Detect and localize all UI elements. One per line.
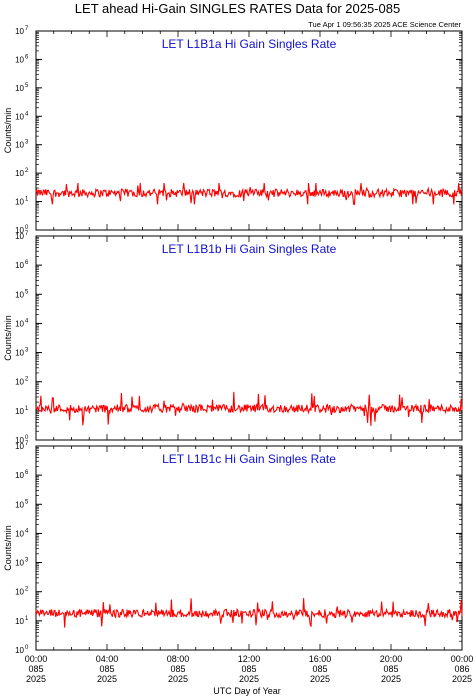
x-axis-label: UTC Day of Year xyxy=(213,686,281,696)
y-tick-label: 10 xyxy=(15,471,24,480)
y-tick-exponent: 2 xyxy=(25,587,29,593)
y-tick-exponent: 3 xyxy=(25,348,29,354)
x-tick-label: 08:00 xyxy=(167,654,190,664)
x-tick-label: 085 xyxy=(99,664,114,674)
plot-frame xyxy=(35,30,463,231)
y-tick-label: 10 xyxy=(15,198,24,207)
y-tick-label: 10 xyxy=(15,55,24,64)
y-tick-label: 10 xyxy=(15,378,24,387)
y-tick-label: 10 xyxy=(15,290,24,299)
y-tick-exponent: 7 xyxy=(25,441,29,447)
panel-title: LET L1B1c Hi Gain Singles Rate xyxy=(162,452,336,466)
series-line xyxy=(35,391,463,426)
x-tick-label: 2025 xyxy=(239,674,259,684)
panel-title: LET L1B1a Hi Gain Singles Rate xyxy=(162,37,337,51)
x-tick-label: 2025 xyxy=(168,674,188,684)
y-tick-exponent: 6 xyxy=(25,54,29,60)
y-tick-exponent: 1 xyxy=(25,197,29,203)
y-tick-label: 10 xyxy=(15,226,24,235)
y-tick-exponent: 3 xyxy=(25,558,29,564)
y-tick-label: 10 xyxy=(15,407,24,416)
x-tick-label: 2025 xyxy=(381,674,401,684)
x-tick-label: 2025 xyxy=(310,674,330,684)
y-tick-label: 10 xyxy=(15,442,24,451)
x-tick-label: 086 xyxy=(454,664,469,674)
y-tick-label: 10 xyxy=(15,436,24,445)
y-tick-exponent: 5 xyxy=(25,83,29,89)
y-tick-exponent: 3 xyxy=(25,140,29,146)
y-tick-exponent: 0 xyxy=(25,645,29,651)
y-tick-label: 10 xyxy=(15,84,24,93)
y-tick-exponent: 1 xyxy=(25,616,29,622)
y-tick-label: 10 xyxy=(15,559,24,568)
series-line xyxy=(35,598,463,628)
y-tick-exponent: 4 xyxy=(25,111,29,117)
panel-title: LET L1B1b Hi Gain Singles Rate xyxy=(162,242,337,256)
y-tick-label: 10 xyxy=(15,232,24,241)
y-tick-exponent: 4 xyxy=(25,318,29,324)
y-tick-label: 10 xyxy=(15,169,24,178)
y-tick-label: 10 xyxy=(15,319,24,328)
y-tick-exponent: 5 xyxy=(25,499,29,505)
page-title: LET ahead Hi-Gain SINGLES RATES Data for… xyxy=(74,1,401,16)
y-tick-label: 10 xyxy=(15,112,24,121)
y-tick-label: 10 xyxy=(15,529,24,538)
y-tick-exponent: 2 xyxy=(25,168,29,174)
x-tick-label: 085 xyxy=(312,664,327,674)
x-tick-label: 12:00 xyxy=(238,654,261,664)
x-tick-label: 16:00 xyxy=(309,654,332,664)
y-tick-label: 10 xyxy=(15,349,24,358)
x-tick-label: 20:00 xyxy=(380,654,403,664)
y-tick-label: 10 xyxy=(15,646,24,655)
y-tick-label: 10 xyxy=(15,261,24,270)
x-tick-label: 2025 xyxy=(452,674,472,684)
y-axis-label: Counts/min xyxy=(3,108,13,154)
x-tick-label: 2025 xyxy=(26,674,46,684)
y-tick-label: 10 xyxy=(15,617,24,626)
x-tick-label: 085 xyxy=(383,664,398,674)
y-tick-exponent: 4 xyxy=(25,528,29,534)
series-line xyxy=(35,182,463,205)
x-tick-label: 085 xyxy=(170,664,185,674)
y-tick-label: 10 xyxy=(15,27,24,36)
timestamp: Tue Apr 1 09:56:35 2025 ACE Science Cent… xyxy=(308,20,461,29)
y-tick-exponent: 0 xyxy=(25,435,29,441)
y-axis-label: Counts/min xyxy=(3,315,13,361)
y-tick-exponent: 0 xyxy=(25,225,29,231)
y-tick-exponent: 1 xyxy=(25,406,29,412)
y-tick-label: 10 xyxy=(15,588,24,597)
x-tick-label: 2025 xyxy=(97,674,117,684)
y-tick-exponent: 6 xyxy=(25,260,29,266)
plot-frame xyxy=(35,445,463,651)
y-tick-exponent: 2 xyxy=(25,377,29,383)
x-tick-label: 00:00 xyxy=(451,654,474,664)
x-tick-label: 085 xyxy=(28,664,43,674)
y-tick-exponent: 7 xyxy=(25,231,29,237)
x-tick-label: 00:00 xyxy=(25,654,48,664)
y-tick-exponent: 5 xyxy=(25,289,29,295)
y-tick-label: 10 xyxy=(15,141,24,150)
y-tick-exponent: 6 xyxy=(25,470,29,476)
x-tick-label: 04:00 xyxy=(96,654,119,664)
y-tick-exponent: 7 xyxy=(25,26,29,32)
y-tick-label: 10 xyxy=(15,500,24,509)
x-tick-label: 085 xyxy=(241,664,256,674)
y-axis-label: Counts/min xyxy=(3,525,13,571)
